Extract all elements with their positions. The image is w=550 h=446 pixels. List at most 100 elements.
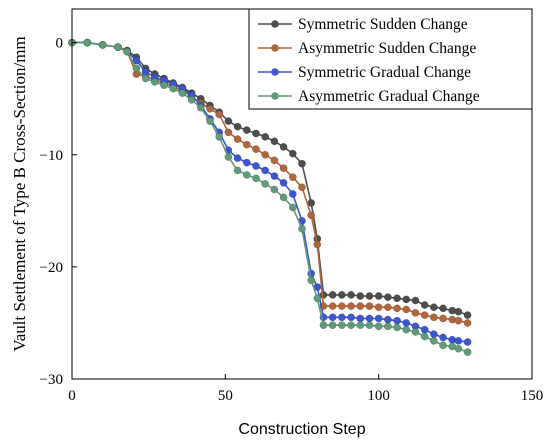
series-point xyxy=(439,314,447,323)
series-point xyxy=(338,291,346,299)
series-point xyxy=(83,38,92,47)
series-point xyxy=(150,78,159,86)
legend: Symmetric Sudden Change Asymmetric Sudden… xyxy=(248,8,533,110)
series-point xyxy=(420,332,429,341)
series-point xyxy=(384,322,392,331)
series-point xyxy=(319,321,328,330)
series-point xyxy=(439,333,447,342)
series-point xyxy=(393,323,401,332)
series-point xyxy=(430,313,438,322)
series-point xyxy=(261,132,270,141)
series-point xyxy=(328,291,337,299)
series-point xyxy=(196,103,205,112)
legend-marker xyxy=(271,68,279,76)
series-point xyxy=(411,328,420,336)
series-point xyxy=(365,314,374,323)
series-point xyxy=(261,150,270,159)
series-point xyxy=(270,185,279,194)
series-point xyxy=(233,135,242,143)
series-point xyxy=(430,330,438,339)
legend-marker xyxy=(271,20,279,28)
series-point xyxy=(224,128,233,137)
series-point xyxy=(313,294,322,303)
legend-label: Symmetric Gradual Change xyxy=(298,64,471,81)
series-point xyxy=(270,156,279,165)
series-point xyxy=(454,337,463,345)
axes-layer: 0 50 100 150 0 −10 −20 −30 xyxy=(40,36,544,404)
series-point xyxy=(288,190,297,198)
series-point xyxy=(123,47,132,56)
series-point xyxy=(252,145,260,154)
series-point xyxy=(347,321,355,330)
series-point xyxy=(288,149,297,158)
series-point xyxy=(374,303,383,312)
series-point xyxy=(454,316,463,325)
series-point xyxy=(356,314,365,323)
series-point xyxy=(261,180,270,188)
series-point xyxy=(132,64,141,73)
series-point xyxy=(402,319,411,327)
series-point xyxy=(430,337,438,345)
series-point xyxy=(454,344,463,353)
series-point xyxy=(298,224,306,233)
series-3 xyxy=(68,38,472,356)
series-point xyxy=(338,313,346,322)
series-point xyxy=(233,166,242,175)
series-point xyxy=(356,321,365,330)
series-2 xyxy=(68,38,472,346)
series-point xyxy=(242,140,251,149)
series-point xyxy=(411,296,420,305)
series-point xyxy=(338,321,346,330)
series-point xyxy=(270,172,279,180)
legend-label: Asymmetric Sudden Change xyxy=(298,40,476,57)
series-point xyxy=(463,311,472,319)
series-layer xyxy=(68,38,472,356)
series-point xyxy=(347,313,355,322)
series-point xyxy=(279,164,288,173)
series-point xyxy=(393,294,401,303)
legend-label: Asymmetric Gradual Change xyxy=(298,88,480,105)
series-point xyxy=(463,338,472,346)
series-point xyxy=(141,67,150,76)
y-axis-title: Vault Settlement of Type B Cross-Section… xyxy=(10,36,29,351)
series-point xyxy=(307,211,316,220)
series-point xyxy=(347,291,355,299)
series-point xyxy=(356,302,365,310)
x-tick-label: 0 xyxy=(68,388,76,404)
series-point xyxy=(261,166,270,175)
series-point xyxy=(356,292,365,300)
series-point xyxy=(328,313,337,322)
series-point xyxy=(420,325,429,334)
series-point xyxy=(402,305,411,314)
series-point xyxy=(365,321,374,330)
series-point xyxy=(313,240,322,249)
y-tick-label: 0 xyxy=(56,36,64,52)
legend-box xyxy=(248,8,533,110)
series-point xyxy=(114,43,122,51)
x-tick-label: 50 xyxy=(218,388,233,404)
series-point xyxy=(374,292,383,300)
series-point xyxy=(279,143,288,151)
series-point xyxy=(242,171,251,179)
y-tick-label: −30 xyxy=(40,372,63,388)
series-point xyxy=(328,321,337,330)
series-point xyxy=(393,304,401,313)
series-point xyxy=(242,126,251,134)
series-point xyxy=(141,74,150,83)
series-point xyxy=(270,137,279,146)
series-point xyxy=(393,316,401,325)
series-point xyxy=(347,302,355,310)
series-point xyxy=(374,322,383,331)
series-point xyxy=(160,81,168,90)
series-point xyxy=(463,348,472,356)
series-point xyxy=(420,311,429,319)
series-point xyxy=(206,104,214,113)
series-point xyxy=(454,307,463,316)
legend-marker xyxy=(271,92,279,100)
series-point xyxy=(365,302,374,310)
series-point xyxy=(288,173,297,182)
series-point xyxy=(298,159,306,168)
series-point xyxy=(411,308,420,317)
series-point xyxy=(98,41,107,49)
